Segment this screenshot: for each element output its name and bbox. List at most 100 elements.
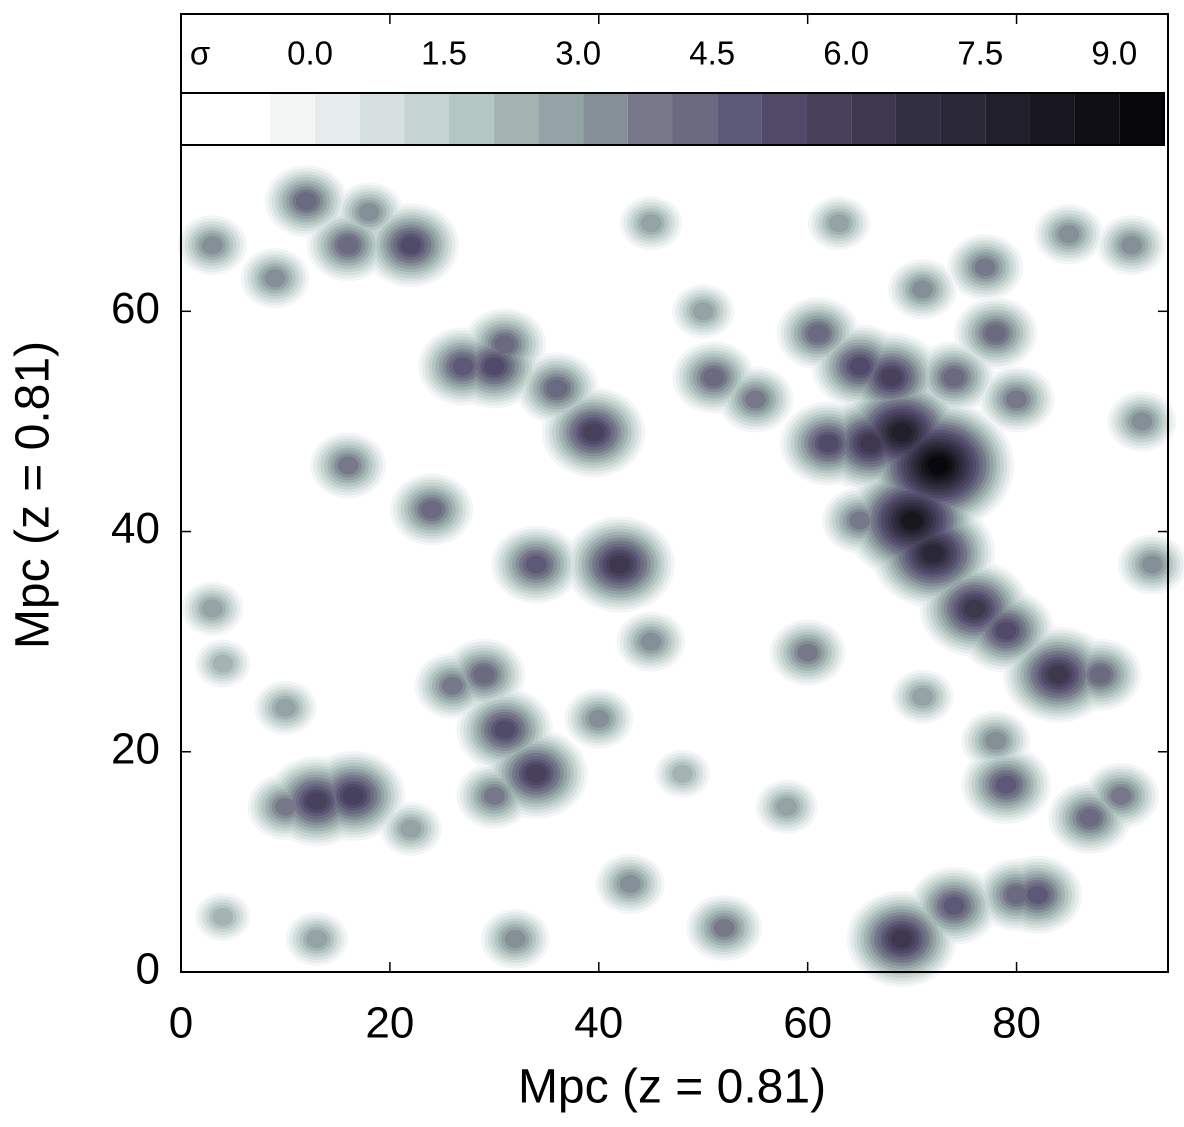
density-contour [671,764,693,783]
colorbar-bin [404,93,450,145]
density-contour [483,786,505,805]
density-contour [745,390,766,409]
density-contour [619,874,641,893]
density-contour [473,665,495,684]
density-contour [452,357,474,376]
x-tick-label: 20 [365,999,414,1048]
x-tick-label: 40 [574,999,623,1048]
colorbar-tick-label: 4.5 [689,35,735,72]
density-contour [442,676,463,695]
density-contour [583,423,604,442]
colorbar-bin [985,93,1030,145]
density-contour [1027,885,1048,904]
density-contour [212,654,234,673]
density-contour [901,511,923,530]
colorbar-bin [493,93,539,145]
y-tick-label: 60 [111,284,160,333]
density-contour [943,896,965,915]
colorbar-tick-label: 6.0 [823,35,869,72]
density-contour [306,929,328,948]
colorbar-bin [672,93,718,145]
colorbar-tick-label: 7.5 [957,35,1003,72]
density-contour [1141,555,1163,574]
density-contour [494,335,516,354]
colorbar-tick-label: 0.0 [287,35,333,72]
y-tick-label: 20 [111,724,160,773]
axes: σ 0.0 1.5 3.0 4.5 6.0 7.5 9.0 0 20 40 60 80 0 20 40 60 [111,13,1169,1048]
density-contour [985,731,1007,750]
density-contour [1089,665,1111,684]
density-field [170,159,1184,993]
density-contour [995,621,1017,640]
density-contour [1058,225,1080,244]
density-contour [588,709,610,728]
colorbar-tick-label: 9.0 [1091,35,1137,72]
density-contour [504,929,526,948]
colorbar-bin [270,93,316,145]
colorbar-frame [180,92,1165,146]
density-contour [1079,808,1101,827]
colorbar-bin [538,93,584,145]
density-contour [609,555,631,574]
density-contour [337,236,359,255]
density-contour [400,236,422,255]
density-contour [546,379,568,398]
colorbar-bin [359,93,405,145]
density-contour [985,324,1007,343]
colorbar-bin [627,93,673,145]
density-contour [995,775,1017,794]
plot-frame [180,13,1169,973]
colorbar-bin [806,93,852,145]
density-contour [828,214,850,233]
density-contour [692,302,714,321]
density-contour [400,819,422,838]
density-contour [342,786,364,805]
density-contour [713,918,735,937]
density-contour [201,236,223,255]
x-tick-label: 0 [169,999,193,1048]
colorbar-tick-label: 3.0 [555,35,601,72]
density-contour [818,434,839,453]
x-tick-label: 80 [992,999,1041,1048]
density-contour [891,929,913,948]
density-contour [1131,412,1153,431]
density-contour [891,423,913,442]
density-contour [1006,885,1027,904]
colorbar-bin [761,93,807,145]
colorbar-bin [181,93,226,145]
density-contour [337,456,359,475]
density-contour [776,797,798,816]
density-contour [943,368,965,387]
colorbar-bin [315,93,360,145]
density-contour [494,720,516,739]
density-contour [797,643,819,662]
density-contour [483,357,505,376]
density-contour [807,324,829,343]
density-contour [1047,665,1069,684]
x-axis-label: Mpc (z = 0.81) [518,1061,826,1114]
density-contour [358,203,380,222]
density-contour [275,698,296,717]
density-contour [1110,786,1132,805]
density-contour [201,599,223,618]
colorbar-bin [449,93,494,145]
density-contour [859,434,881,453]
colorbar-bin [940,93,986,145]
density-contour [525,555,547,574]
density-contour [922,544,944,563]
density-contour [849,357,871,376]
y-axis-label: Mpc (z = 0.81) [7,341,60,649]
density-contour [275,797,296,816]
density-contour [912,687,933,706]
density-contour [421,500,443,519]
x-tick-label: 60 [783,999,832,1048]
density-contour [1121,236,1142,255]
colorbar-tick-label: 1.5 [421,35,467,72]
density-contour [640,632,662,651]
density-contour [212,907,234,926]
density-contour [264,269,286,288]
colorbar-bin [895,93,941,145]
density-contour [964,599,986,618]
density-contour [525,764,547,783]
